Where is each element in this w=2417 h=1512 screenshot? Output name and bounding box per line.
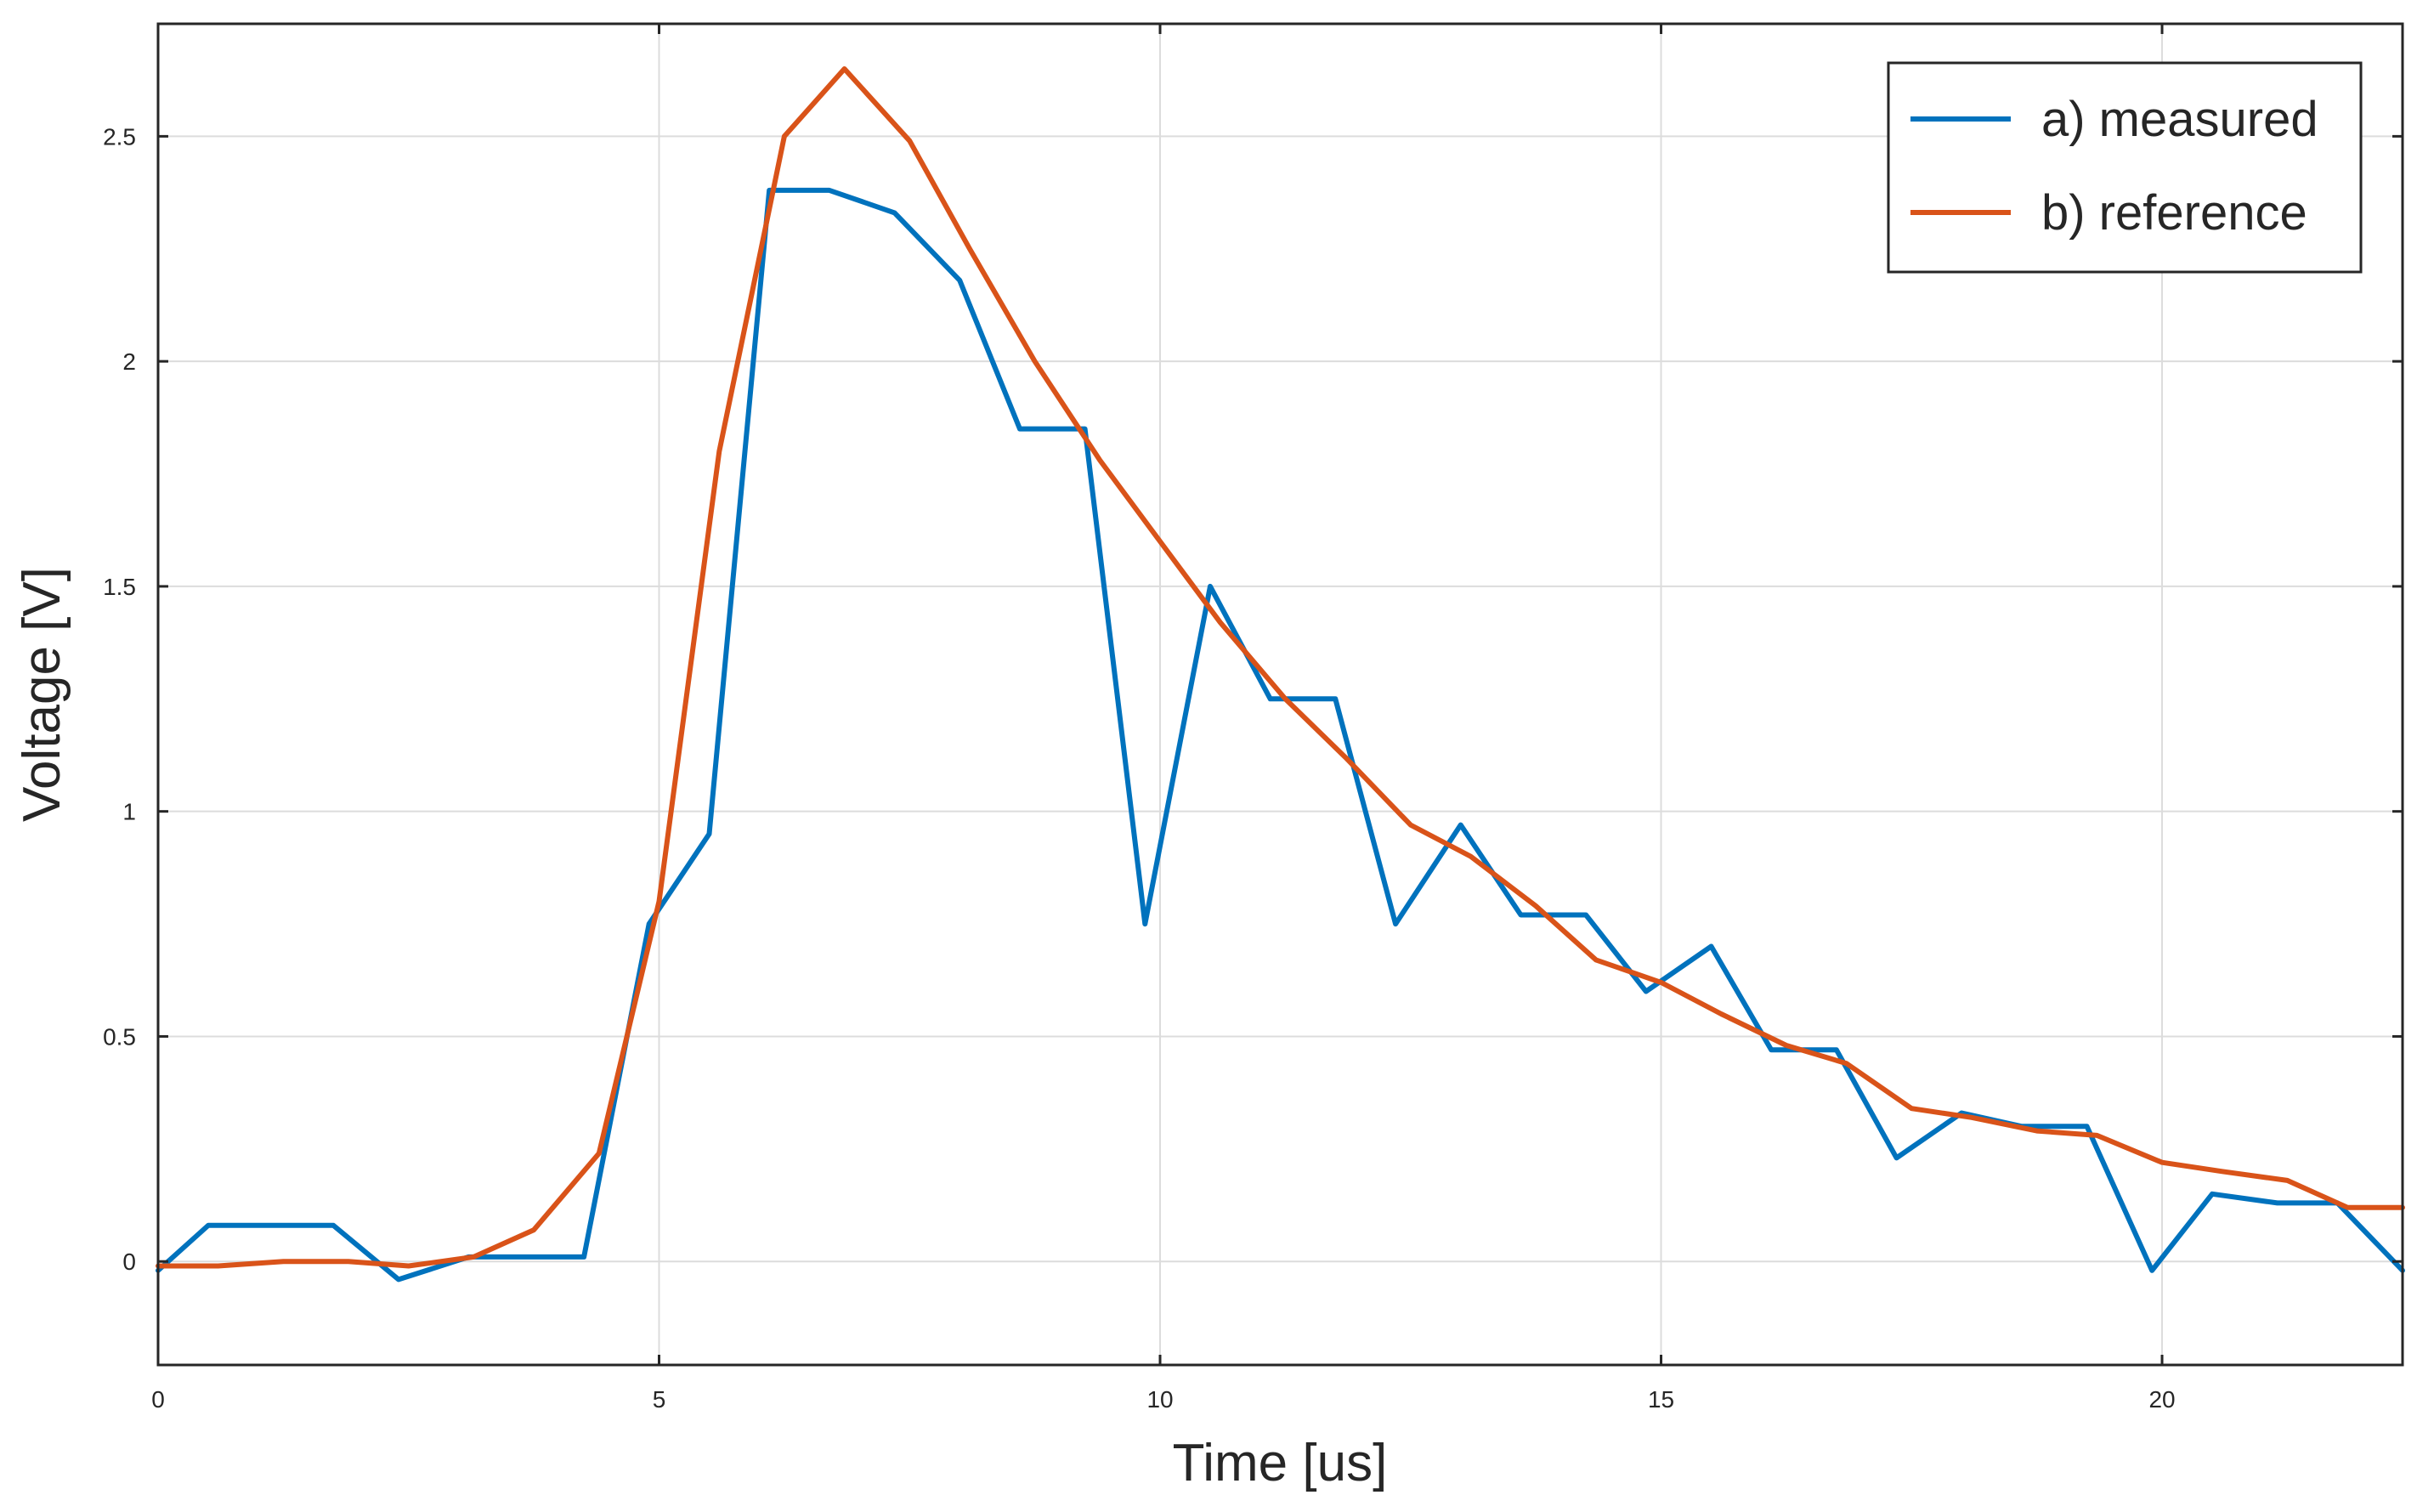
plot-frame bbox=[156, 22, 2404, 1367]
y-tick-label: 0 bbox=[122, 1249, 136, 1275]
legend: a) measured b) reference bbox=[1887, 61, 2363, 274]
series-line-measured bbox=[156, 187, 2405, 1283]
legend-label-measured: a) measured bbox=[2041, 92, 2318, 147]
tick-layer: 0 5 10 15 20 0 0.5 1 1.5 2 2.5 bbox=[103, 24, 2403, 1413]
y-tick-label: 1.5 bbox=[103, 574, 136, 600]
series-line-reference bbox=[156, 66, 2405, 1269]
x-tick-label: 5 bbox=[653, 1386, 666, 1413]
series-layer bbox=[156, 66, 2405, 1283]
y-tick-label: 0.5 bbox=[103, 1023, 136, 1050]
x-tick-label: 20 bbox=[2148, 1386, 2175, 1413]
legend-box bbox=[1887, 61, 2363, 274]
x-tick-label: 0 bbox=[151, 1386, 165, 1413]
legend-label-reference: b) reference bbox=[2041, 185, 2307, 241]
y-tick-label: 2.5 bbox=[103, 123, 136, 150]
y-axis-title: Voltage [V] bbox=[13, 567, 71, 822]
x-tick-label: 10 bbox=[1146, 1386, 1173, 1413]
x-axis-title: Time [us] bbox=[1173, 1434, 1388, 1492]
y-tick-label: 1 bbox=[122, 799, 136, 825]
grid-layer bbox=[157, 24, 2403, 1365]
x-tick-label: 15 bbox=[1648, 1386, 1674, 1413]
y-tick-label: 2 bbox=[122, 348, 136, 375]
